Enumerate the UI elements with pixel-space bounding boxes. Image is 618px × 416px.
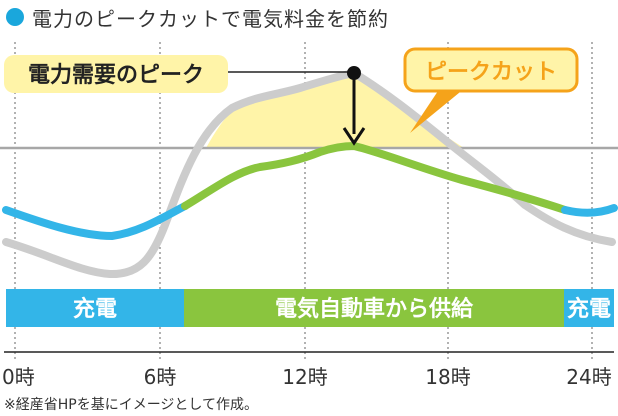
x-tick-6h: 6時: [144, 365, 177, 389]
x-tick-0h: 0時: [2, 365, 35, 389]
battery-charge-line-right: [561, 204, 618, 217]
peak-cut-area: [206, 73, 464, 148]
peak-cut-callout-pointer: [410, 88, 465, 133]
source-note: ※経産省HPを基にイメージとして作成。: [4, 397, 258, 413]
charge-band-right: [564, 289, 614, 327]
charge-band-left: [6, 289, 184, 327]
peak-demand-callout-text: 電力需要のピーク: [28, 63, 204, 88]
demand-curve: [2, 69, 616, 279]
supply-band: [184, 289, 564, 327]
peak-demand-callout-box: [4, 55, 228, 93]
ev-supply-line: [181, 142, 569, 214]
peak-cut-callout-box: [403, 47, 579, 93]
x-axis-ticks: 0時 6時 12時 18時 24時: [2, 365, 612, 389]
battery-charge-line-left: [2, 202, 189, 240]
x-tick-24h: 24時: [566, 365, 611, 389]
peak-cut-callout-text: ピークカット: [425, 60, 557, 85]
figure-title: 電力のピークカットで電気料金を節約: [6, 4, 389, 31]
peak-point: [347, 66, 361, 80]
supply-band-label: 電気自動車から供給: [275, 296, 474, 322]
figure-title-text: 電力のピークカットで電気料金を節約: [32, 6, 389, 31]
x-tick-18h: 18時: [425, 365, 470, 389]
charge-band-right-label: 充電: [567, 296, 611, 322]
title-bullet-icon: [6, 8, 24, 26]
charge-band-left-label: 充電: [73, 296, 117, 322]
x-tick-12h: 12時: [282, 365, 327, 389]
peak-cut-arrow-head: [342, 127, 366, 146]
